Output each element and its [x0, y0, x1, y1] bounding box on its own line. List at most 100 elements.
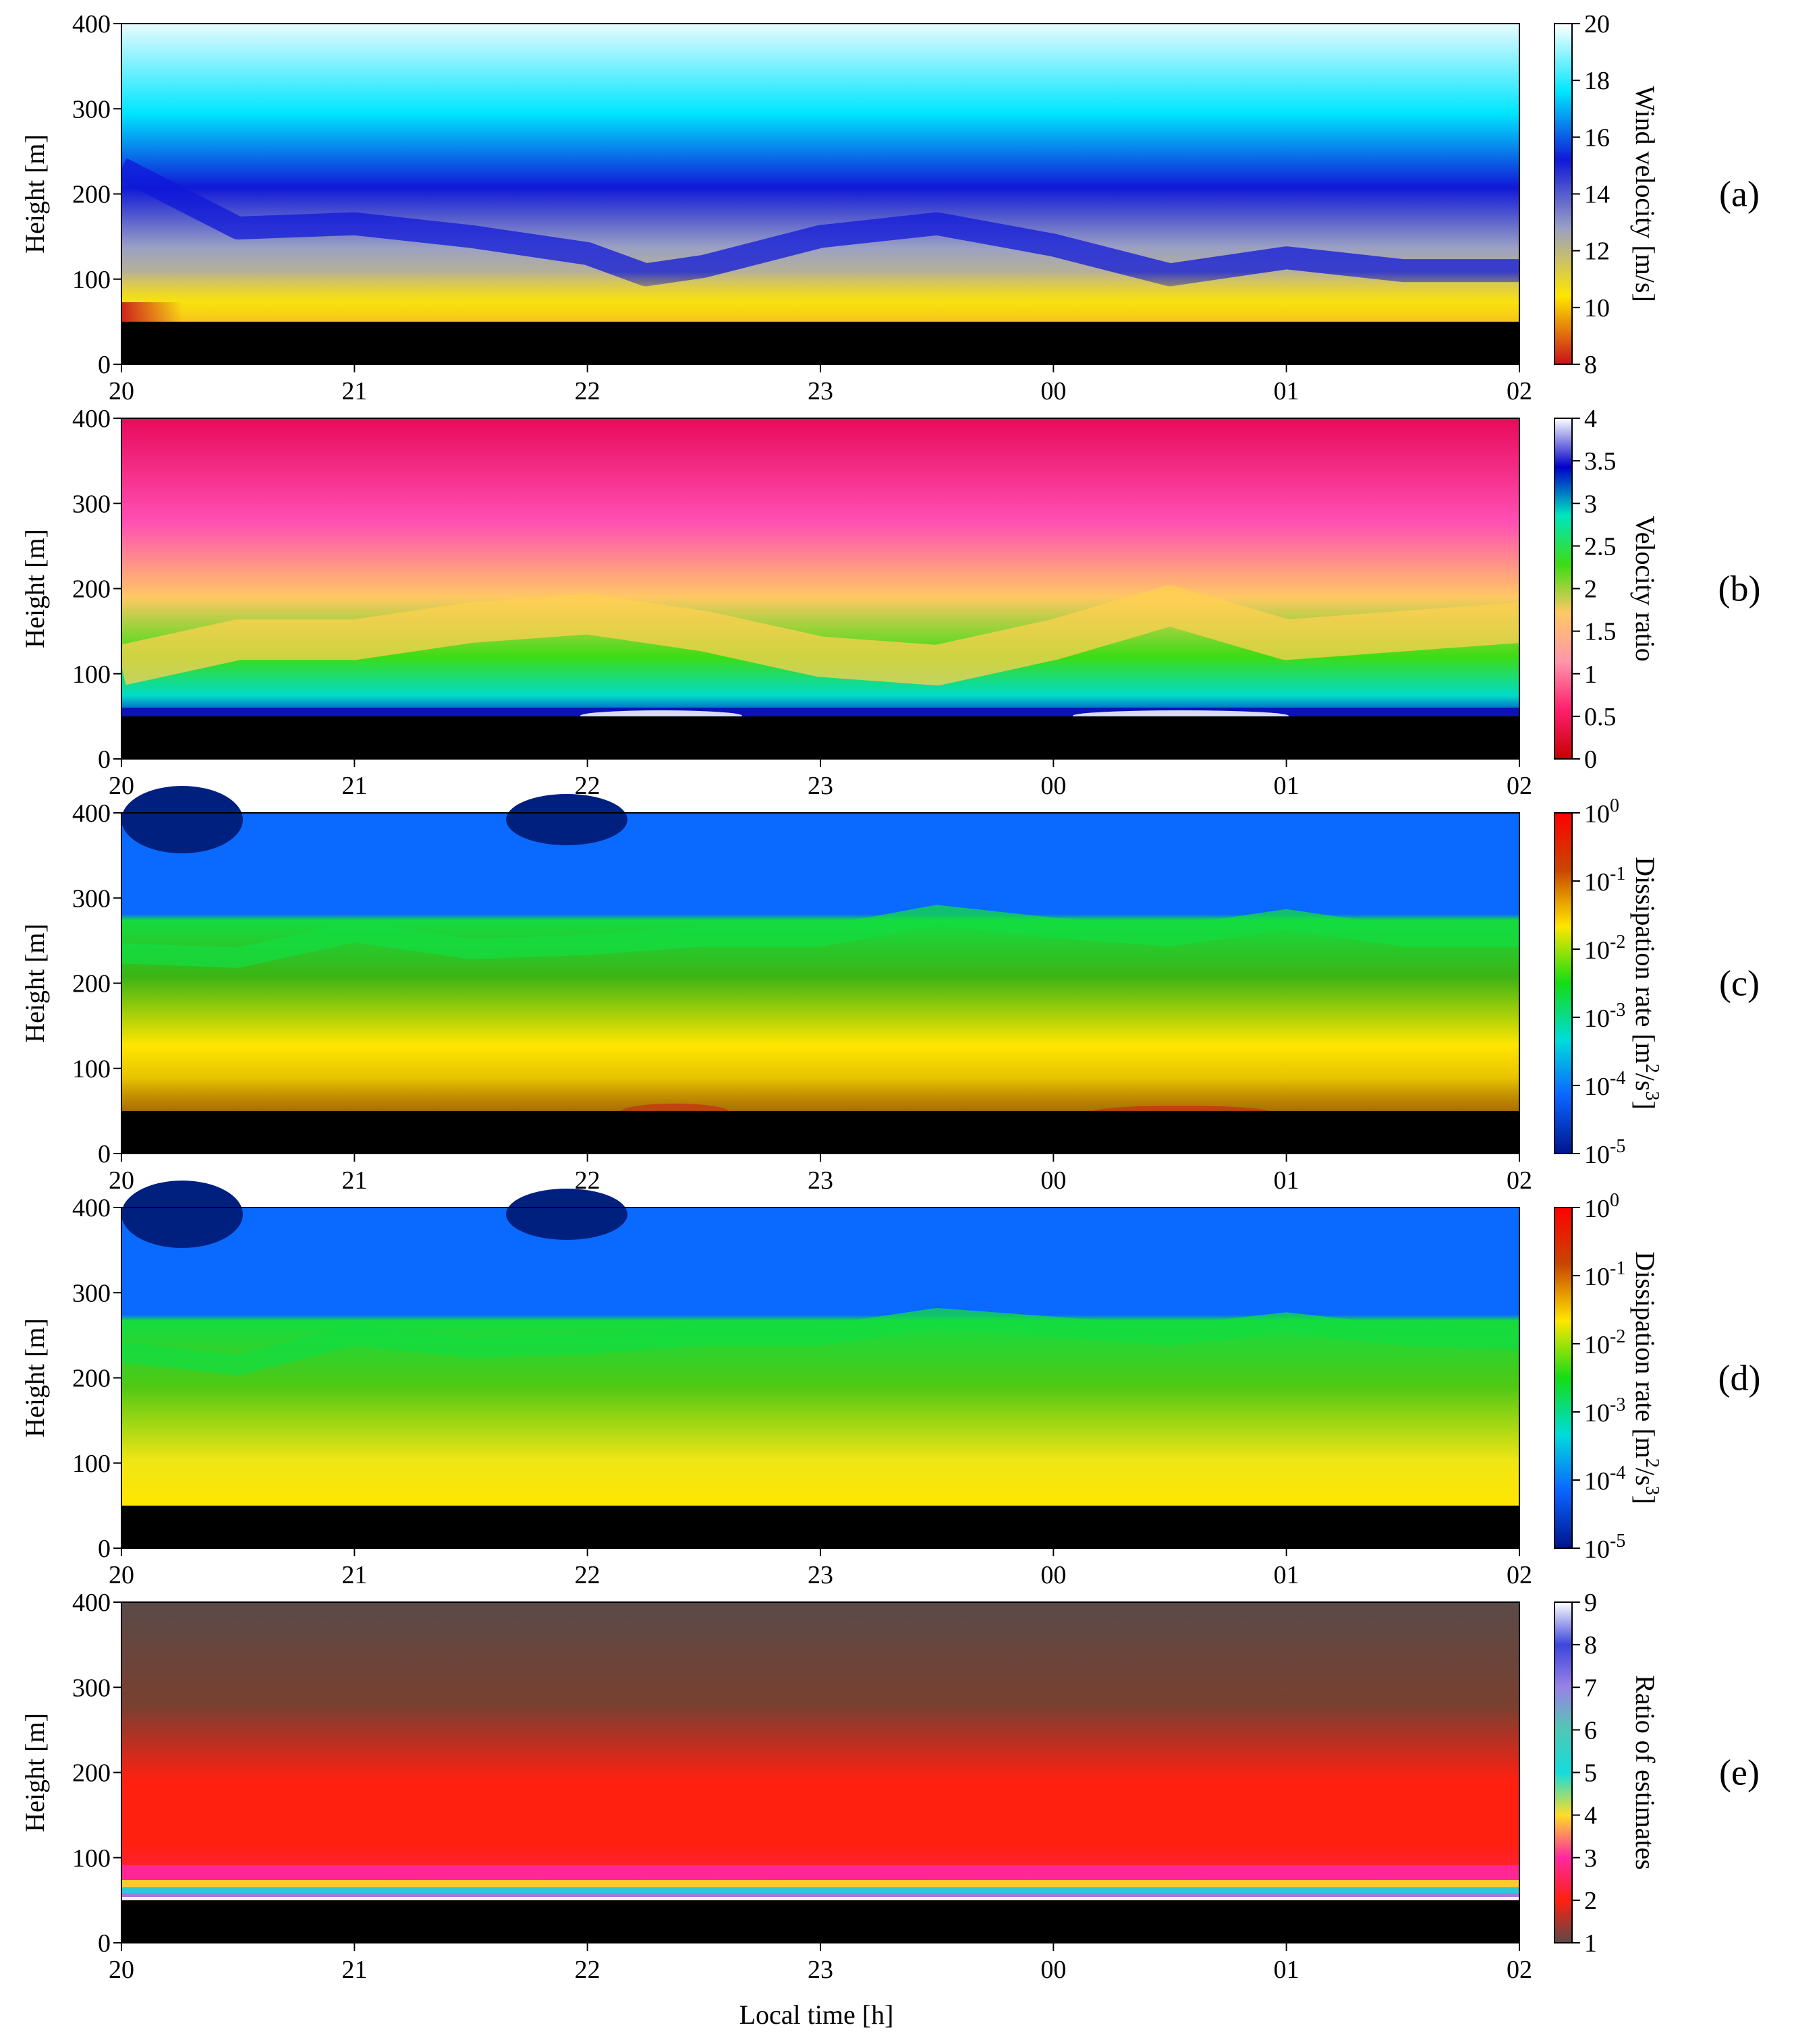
- colorbar-tick-label: 2.5: [1584, 532, 1617, 561]
- colorbar-tick-label: 9: [1584, 1589, 1597, 1617]
- low-dissipation-blob: [506, 1189, 627, 1240]
- x-tick-label: 00: [1040, 1166, 1066, 1195]
- colorbar-tick-label: 20: [1584, 10, 1610, 38]
- panel-d: 0 100 200 300 400 20 21 22 23 00 01 02 Height [m] 10-…: [20, 1181, 1760, 1589]
- contour-band-b: [121, 585, 1519, 686]
- x-tick-label: 00: [1040, 377, 1066, 405]
- y-tick-label: 100: [72, 1844, 111, 1873]
- x-tick-label: 02: [1507, 772, 1532, 800]
- colorbar-label: Wind velocity [m/s]: [1630, 86, 1660, 302]
- colorbar-label: Dissipation rate [m2/s3]: [1630, 1251, 1662, 1504]
- surface-layer-band: [121, 1893, 1519, 1898]
- x-tick-label: 20: [109, 1561, 134, 1589]
- colorbar-tick-label: 3: [1584, 490, 1597, 518]
- y-axis-label: Height [m]: [20, 924, 50, 1043]
- colorbar-tick-label: 10-4: [1584, 1463, 1625, 1496]
- surface-red-corner: [121, 302, 182, 322]
- no-data-region: [121, 1900, 1519, 1943]
- colorbar-tick-label: 2: [1584, 575, 1597, 604]
- y-tick-label: 300: [72, 95, 111, 123]
- surface-band: [121, 272, 1519, 322]
- colorbar-tick-label: 1: [1584, 660, 1597, 689]
- colorbar: [1554, 812, 1573, 1154]
- colorbar-label: Velocity ratio: [1630, 515, 1660, 662]
- y-tick-label: 400: [72, 10, 111, 38]
- colorbar-tick-label: 12: [1584, 237, 1610, 266]
- colorbar-tick-label: 2: [1584, 1887, 1597, 1915]
- y-tick-label: 100: [72, 1055, 111, 1083]
- colorbar-tick-label: 16: [1584, 123, 1610, 152]
- colorbar-label: Ratio of estimates: [1630, 1675, 1660, 1870]
- colorbar-tick-label: 3: [1584, 1844, 1597, 1873]
- no-data-region: [121, 1505, 1519, 1548]
- colorbar-tick-label: 10-4: [1584, 1068, 1625, 1101]
- y-tick-label: 200: [72, 970, 111, 998]
- colorbar-tick-label: 10-2: [1584, 932, 1625, 965]
- x-tick-label: 20: [109, 772, 134, 800]
- colorbar-tick-label: 10: [1584, 294, 1610, 322]
- x-tick-label: 21: [341, 377, 367, 405]
- colorbar-tick-label: 8: [1584, 1631, 1597, 1659]
- x-tick-label: 20: [109, 377, 134, 405]
- surface-layer-band: [121, 1880, 1519, 1888]
- x-tick-label: 22: [575, 1561, 600, 1589]
- y-tick-label: 0: [98, 745, 111, 774]
- contour-band-c: [121, 905, 1519, 968]
- x-tick-label: 21: [341, 1166, 367, 1195]
- contour-band-a: [121, 158, 1519, 287]
- x-tick-label: 00: [1040, 1956, 1066, 1984]
- x-tick-label: 23: [808, 377, 833, 405]
- colorbar-tick-label: 100: [1584, 795, 1619, 828]
- panel-a: 0 100 200 300 400 20 21 22 23 00 01 02 Height [m] 8 10…: [20, 10, 1760, 405]
- x-tick-label: 01: [1274, 377, 1299, 405]
- surface-layer-band: [121, 1887, 1519, 1894]
- panel-label: (d): [1718, 1358, 1761, 1398]
- y-tick-label: 200: [72, 181, 111, 209]
- y-axis-label: Height [m]: [20, 529, 50, 648]
- low-dissipation-blob: [121, 1181, 243, 1248]
- colorbar-tick-label: 18: [1584, 67, 1610, 95]
- colorbar-tick-label: 1.5: [1584, 618, 1617, 646]
- y-tick-label: 100: [72, 660, 111, 689]
- x-tick-label: 20: [109, 1166, 134, 1195]
- panel-label: (c): [1719, 963, 1760, 1004]
- panel-label: (e): [1719, 1753, 1760, 1793]
- y-tick-label: 0: [98, 1140, 111, 1168]
- x-tick-label: 23: [808, 1166, 833, 1195]
- colorbar: [1554, 23, 1573, 365]
- x-tick-label: 22: [575, 1956, 600, 1984]
- y-tick-label: 0: [98, 1929, 111, 1958]
- surface-dark-band: [121, 1078, 1519, 1112]
- heatmap-field: [121, 1208, 1519, 1506]
- x-tick-label: 23: [808, 1561, 833, 1589]
- colorbar-tick-label: 8: [1584, 351, 1597, 379]
- colorbar-tick-label: 6: [1584, 1716, 1597, 1744]
- y-tick-label: 0: [98, 1535, 111, 1563]
- surface-blue-line: [121, 708, 1519, 717]
- panel-label: (a): [1719, 174, 1760, 215]
- contour-band-d: [121, 1308, 1519, 1375]
- x-tick-label: 00: [1040, 772, 1066, 800]
- no-data-region: [121, 321, 1519, 364]
- colorbar-tick-label: 10-2: [1584, 1326, 1625, 1359]
- no-data-region: [121, 716, 1519, 759]
- heatmap-field: [121, 813, 1519, 1111]
- low-dissipation-blob: [121, 786, 243, 853]
- colorbar-tick-label: 3.5: [1584, 447, 1617, 476]
- surface-layer-band: [121, 1865, 1519, 1881]
- x-tick-label: 01: [1274, 1561, 1299, 1589]
- y-tick-label: 300: [72, 884, 111, 913]
- x-tick-label: 21: [341, 1956, 367, 1984]
- colorbar: [1554, 1601, 1573, 1943]
- y-tick-label: 0: [98, 351, 111, 379]
- x-tick-label: 23: [808, 772, 833, 800]
- y-tick-label: 400: [72, 799, 111, 828]
- x-tick-label: 20: [109, 1956, 134, 1984]
- low-dissipation-blob: [506, 794, 627, 845]
- x-tick-label: 21: [341, 772, 367, 800]
- surface-layer-band: [121, 1897, 1519, 1902]
- y-axis-label: Height [m]: [20, 1713, 50, 1832]
- y-axis-label: Height [m]: [20, 1318, 50, 1438]
